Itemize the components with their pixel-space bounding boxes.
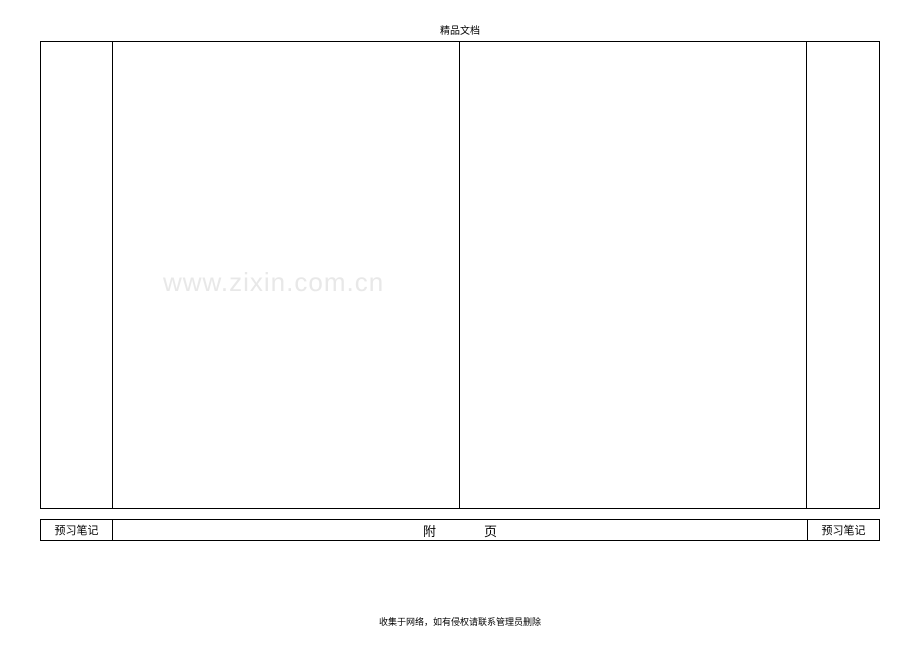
page-header-title: 精品文档 [0,0,920,41]
content-column-right [460,42,807,508]
page-source-footer: 收集于网络，如有侵权请联系管理员删除 [0,615,920,628]
left-margin-column [41,42,113,508]
watermark-text: www.zixin.com.cn [163,267,384,298]
footer-left-cell: 预习笔记 [41,520,113,540]
footer-mid-char1: 附 [423,521,436,540]
footer-right-cell: 预习笔记 [807,520,879,540]
content-column-left: www.zixin.com.cn [113,42,460,508]
footer-mid-char2: 页 [484,521,497,540]
right-margin-column [807,42,879,508]
footer-label-row: 预习笔记 附 页 预习笔记 [40,519,880,541]
footer-mid-cell: 附 页 [113,520,807,540]
main-table-frame: www.zixin.com.cn [40,41,880,509]
